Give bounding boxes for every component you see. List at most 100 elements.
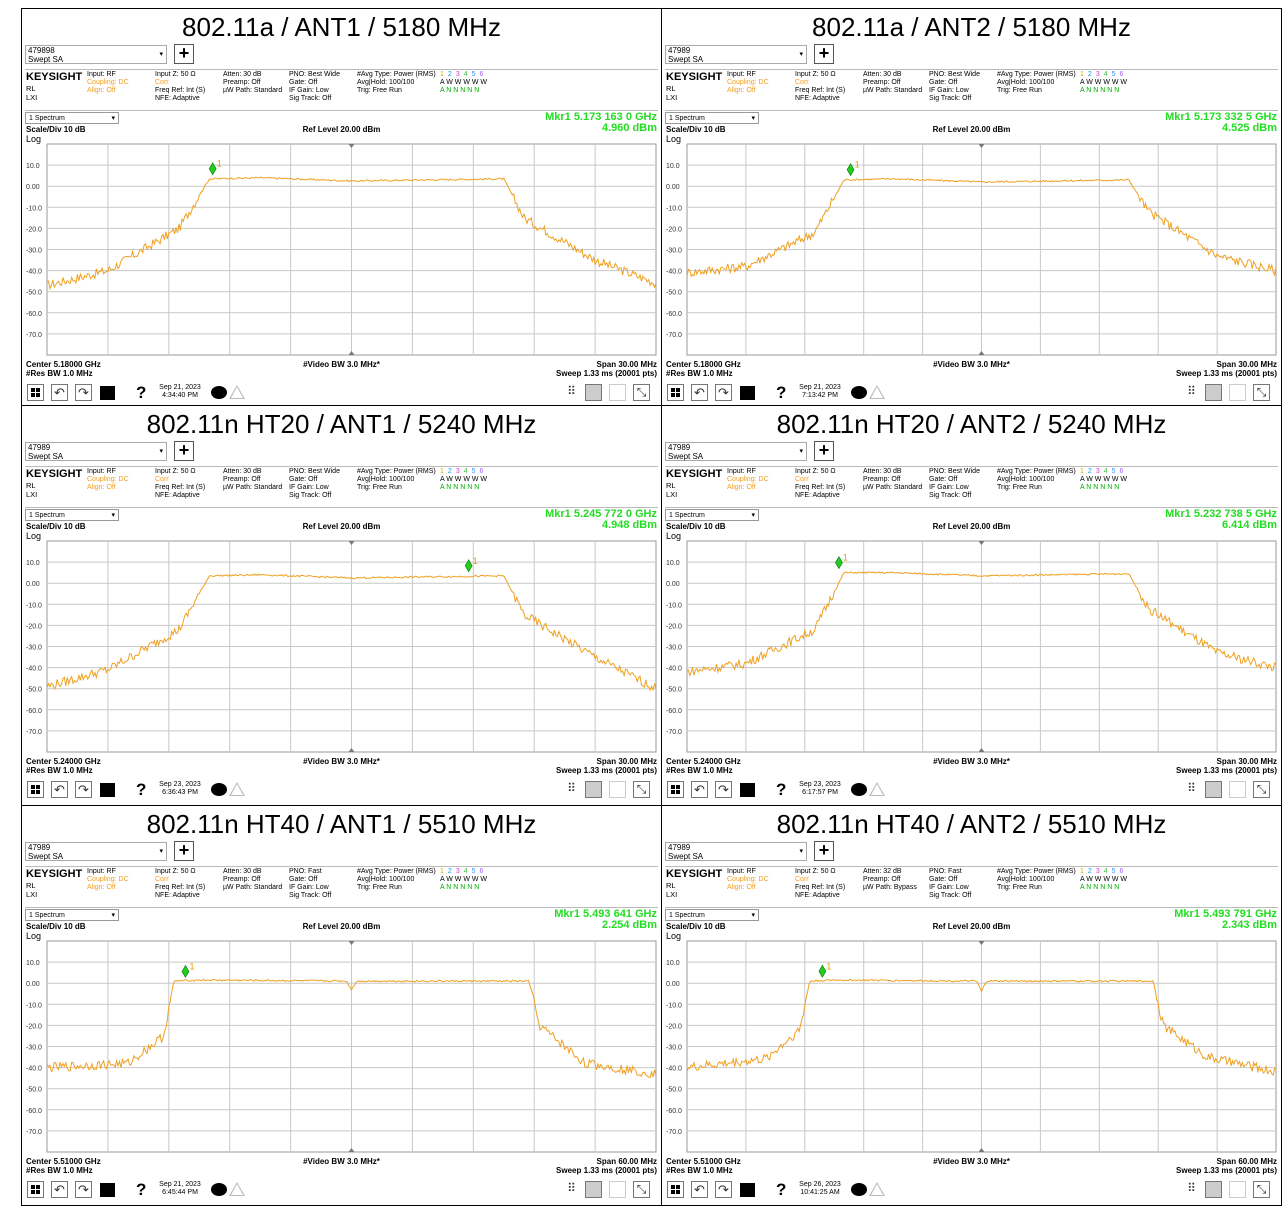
trace-number[interactable]: 1 bbox=[1080, 868, 1084, 875]
chat-icon[interactable] bbox=[851, 386, 867, 399]
attenuation-settings[interactable]: Atten: 30 dB Preamp: Off µW Path: Standard bbox=[223, 468, 282, 492]
redo-icon[interactable]: ↷ bbox=[75, 781, 92, 798]
redo-icon[interactable]: ↷ bbox=[715, 384, 732, 401]
warning-icon[interactable] bbox=[869, 385, 885, 399]
warning-icon[interactable] bbox=[869, 1182, 885, 1196]
impedance-settings[interactable]: Input Z: 50 Ω Corr Freq Ref: Int (S) NFE: A… bbox=[155, 71, 205, 103]
trace-number[interactable]: 1 bbox=[1080, 468, 1084, 475]
window-selector[interactable]: 1 Spectrum ▾ bbox=[665, 909, 759, 921]
undo-icon[interactable]: ↶ bbox=[691, 781, 708, 798]
spectrum-plot[interactable]: 10.0 0.00 -10.0 -20.0 -30.0 -40.0 -50.0 -60.0 -7… bbox=[665, 142, 1278, 357]
sweep-settings[interactable]: PNO: Fast Gate: Off IF Gain: Low Sig Track:… bbox=[929, 868, 971, 900]
trace-number[interactable]: 6 bbox=[479, 71, 484, 78]
help-icon[interactable]: ? bbox=[776, 1180, 787, 1199]
chat-icon[interactable] bbox=[211, 386, 227, 399]
input-settings[interactable]: Input: RF Coupling: DC Align: Off bbox=[727, 71, 769, 95]
undo-icon[interactable]: ↶ bbox=[51, 781, 68, 798]
warning-icon[interactable] bbox=[229, 782, 245, 796]
undo-icon[interactable]: ↶ bbox=[51, 384, 68, 401]
windows-start-icon[interactable] bbox=[27, 384, 44, 401]
add-screen-button[interactable]: + bbox=[814, 841, 834, 861]
trace-number[interactable]: 5 bbox=[471, 868, 476, 875]
attenuation-settings[interactable]: Atten: 30 dB Preamp: Off µW Path: Standard bbox=[223, 868, 282, 892]
trace-number[interactable]: 4 bbox=[1103, 468, 1108, 475]
help-icon[interactable]: ? bbox=[776, 383, 787, 402]
keypad-icon[interactable]: ⠿ bbox=[1187, 781, 1196, 795]
trace-number[interactable]: 5 bbox=[1111, 468, 1116, 475]
input-settings[interactable]: Input: RF Coupling: DC Align: Off bbox=[87, 868, 129, 892]
instrument-selector[interactable]: 479898 Swept SA ▾ bbox=[25, 45, 167, 64]
help-icon[interactable]: ? bbox=[136, 780, 147, 799]
trace-number[interactable]: 3 bbox=[455, 71, 460, 78]
windows-start-icon[interactable] bbox=[667, 781, 684, 798]
trace-settings[interactable]: #Avg Type: Power (RMS) Avg|Hold: 100/100 T… bbox=[997, 868, 1076, 892]
screenshot-icon[interactable] bbox=[585, 384, 602, 401]
trace-number[interactable]: 1 bbox=[1080, 71, 1084, 78]
trace-number[interactable]: 6 bbox=[1119, 468, 1124, 475]
trace-number[interactable]: 3 bbox=[1095, 468, 1100, 475]
screenshot-icon[interactable] bbox=[1205, 1181, 1222, 1198]
trace-number[interactable]: 5 bbox=[1111, 868, 1116, 875]
impedance-settings[interactable]: Input Z: 50 Ω Corr Freq Ref: Int (S) NFE: A… bbox=[155, 468, 205, 500]
trace-number[interactable]: 1 bbox=[440, 868, 444, 875]
attenuation-settings[interactable]: Atten: 30 dB Preamp: Off µW Path: Standard bbox=[863, 468, 922, 492]
chat-icon[interactable] bbox=[211, 783, 227, 796]
instrument-selector[interactable]: 47989 Swept SA ▾ bbox=[665, 442, 807, 461]
warning-icon[interactable] bbox=[229, 1182, 245, 1196]
trace-settings[interactable]: #Avg Type: Power (RMS) Avg|Hold: 100/100 T… bbox=[997, 71, 1076, 95]
screenshot-icon[interactable] bbox=[585, 781, 602, 798]
impedance-settings[interactable]: Input Z: 50 Ω Corr Freq Ref: Int (S) NFE: A… bbox=[155, 868, 205, 900]
sweep-settings[interactable]: PNO: Best Wide Gate: Off IF Gain: Low Sig T… bbox=[929, 71, 980, 103]
trace-number[interactable]: 6 bbox=[1119, 868, 1124, 875]
chat-icon[interactable] bbox=[851, 783, 867, 796]
trace-number[interactable]: 4 bbox=[463, 868, 468, 875]
undo-icon[interactable]: ↶ bbox=[691, 384, 708, 401]
spectrum-plot[interactable]: 10.0 0.00 -10.0 -20.0 -30.0 -40.0 -50.0 -60.0 -7… bbox=[665, 939, 1278, 1154]
instrument-selector[interactable]: 47989 Swept SA ▾ bbox=[25, 442, 167, 461]
windows-start-icon[interactable] bbox=[27, 1181, 44, 1198]
chat-icon[interactable] bbox=[211, 1183, 227, 1196]
trace-number[interactable]: 2 bbox=[1087, 468, 1092, 475]
attenuation-settings[interactable]: Atten: 32 dB Preamp: Off µW Path: Bypass bbox=[863, 868, 917, 892]
windows-start-icon[interactable] bbox=[667, 384, 684, 401]
input-settings[interactable]: Input: RF Coupling: DC Align: Off bbox=[87, 71, 129, 95]
windows-start-icon[interactable] bbox=[667, 1181, 684, 1198]
sweep-settings[interactable]: PNO: Best Wide Gate: Off IF Gain: Low Sig T… bbox=[289, 468, 340, 500]
folder-icon[interactable] bbox=[740, 783, 755, 797]
window-selector[interactable]: 1 Spectrum ▾ bbox=[665, 509, 759, 521]
trace-number[interactable]: 5 bbox=[1111, 71, 1116, 78]
trace-number[interactable]: 3 bbox=[1095, 868, 1100, 875]
folder-icon[interactable] bbox=[100, 1183, 115, 1197]
add-screen-button[interactable]: + bbox=[814, 44, 834, 64]
trace-number[interactable]: 2 bbox=[447, 468, 452, 475]
impedance-settings[interactable]: Input Z: 50 Ω Corr Freq Ref: Int (S) NFE: A… bbox=[795, 71, 845, 103]
add-screen-button[interactable]: + bbox=[174, 44, 194, 64]
help-icon[interactable]: ? bbox=[136, 1180, 147, 1199]
undo-icon[interactable]: ↶ bbox=[691, 1181, 708, 1198]
trace-settings[interactable]: #Avg Type: Power (RMS) Avg|Hold: 100/100 T… bbox=[357, 71, 436, 95]
add-screen-button[interactable]: + bbox=[174, 441, 194, 461]
help-icon[interactable]: ? bbox=[776, 780, 787, 799]
trace-number[interactable]: 6 bbox=[479, 468, 484, 475]
screenshot-icon[interactable] bbox=[1205, 384, 1222, 401]
window-selector[interactable]: 1 Spectrum ▾ bbox=[25, 112, 119, 124]
fullscreen-icon[interactable]: ⤡ bbox=[1253, 1181, 1270, 1198]
trace-number[interactable]: 2 bbox=[447, 71, 452, 78]
window-selector[interactable]: 1 Spectrum ▾ bbox=[665, 112, 759, 124]
fullscreen-icon[interactable]: ⤡ bbox=[633, 1181, 650, 1198]
redo-icon[interactable]: ↷ bbox=[75, 1181, 92, 1198]
trace-number[interactable]: 5 bbox=[471, 468, 476, 475]
chat-icon[interactable] bbox=[851, 1183, 867, 1196]
instrument-selector[interactable]: 47989 Swept SA ▾ bbox=[665, 45, 807, 64]
trace-number[interactable]: 4 bbox=[1103, 868, 1108, 875]
keypad-icon[interactable]: ⠿ bbox=[567, 781, 576, 795]
layout-icon[interactable] bbox=[1229, 781, 1246, 798]
layout-icon[interactable] bbox=[609, 781, 626, 798]
fullscreen-icon[interactable]: ⤡ bbox=[1253, 384, 1270, 401]
screenshot-icon[interactable] bbox=[585, 1181, 602, 1198]
folder-icon[interactable] bbox=[100, 783, 115, 797]
trace-number[interactable]: 3 bbox=[1095, 71, 1100, 78]
input-settings[interactable]: Input: RF Coupling: DC Align: Off bbox=[87, 468, 129, 492]
layout-icon[interactable] bbox=[609, 1181, 626, 1198]
sweep-settings[interactable]: PNO: Fast Gate: Off IF Gain: Low Sig Track:… bbox=[289, 868, 331, 900]
